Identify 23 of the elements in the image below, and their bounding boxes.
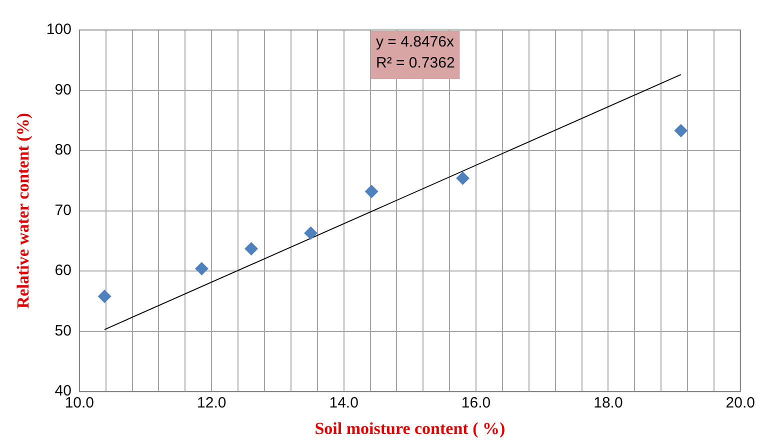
x-tick-label: 18.0 <box>594 394 623 412</box>
point <box>244 242 258 256</box>
y-axis-title: Relative water content (%) <box>14 113 33 309</box>
annotation: y = 4.8476x <box>376 34 454 51</box>
point <box>304 226 318 240</box>
point <box>98 290 112 303</box>
y-tick-label: 50 <box>54 322 72 340</box>
x-tick-label: 20.0 <box>726 394 756 412</box>
point <box>365 185 378 198</box>
x-axis-title: Soil moisture content ( %) <box>314 419 506 438</box>
x-tick-label: 12.0 <box>197 394 226 412</box>
x-tick-label: 10.0 <box>64 394 94 412</box>
y-tick-label: 60 <box>54 262 72 280</box>
point <box>456 172 470 185</box>
annotation: R² = 0.7362 <box>376 54 455 72</box>
y-tick-label: 80 <box>54 142 72 159</box>
point <box>674 124 688 138</box>
x-tick-label: 16.0 <box>461 394 491 412</box>
y-tick-label: 90 <box>54 81 72 98</box>
x-tick-label: 14.0 <box>329 394 358 412</box>
y-tick-label: 70 <box>54 202 72 219</box>
point <box>195 262 208 276</box>
y-tick-label: 100 <box>46 21 72 38</box>
